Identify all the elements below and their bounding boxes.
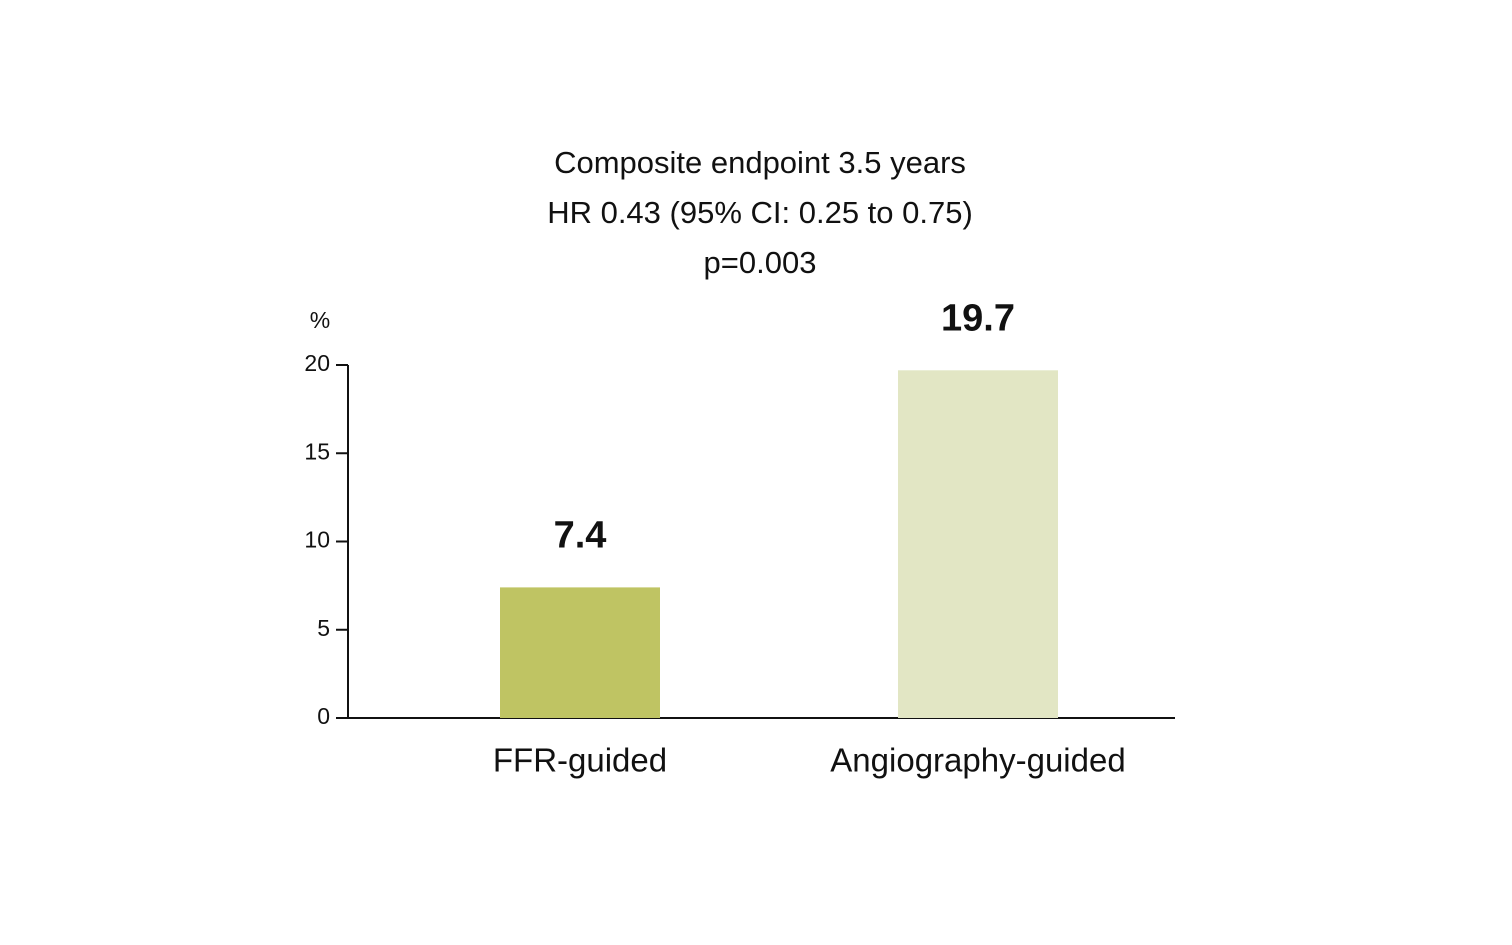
x-tick-label: FFR-guided (493, 742, 667, 779)
chart-title: Composite endpoint 3.5 years (554, 145, 966, 180)
y-tick-label: 5 (317, 615, 330, 641)
y-tick-label: 20 (304, 350, 330, 376)
value-label: 7.4 (554, 514, 607, 556)
x-tick-label: Angiography-guided (830, 742, 1125, 779)
y-tick-label: 15 (304, 438, 330, 464)
y-tick-label: 0 (317, 703, 330, 729)
chart-subtitle: HR 0.43 (95% CI: 0.25 to 0.75) (547, 195, 973, 230)
bar (500, 587, 660, 718)
chart-subtitle: p=0.003 (704, 245, 817, 280)
value-label: 19.7 (941, 297, 1015, 339)
y-tick-label: 10 (304, 527, 330, 553)
y-axis-label: % (310, 307, 330, 333)
bar (898, 370, 1058, 718)
